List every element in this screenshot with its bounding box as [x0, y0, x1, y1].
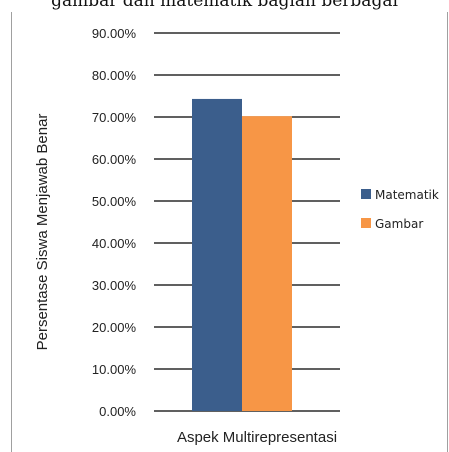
- y-tick-label: 40.00%: [92, 236, 137, 251]
- y-tick-label: 50.00%: [92, 194, 137, 209]
- x-axis-title: Aspek Multirepresentasi: [177, 429, 337, 446]
- y-tick-labels: 0.00% 10.00% 20.00% 30.00% 40.00% 50.00% 60.00…: [92, 26, 137, 419]
- legend-label-gambar: Gambar: [375, 217, 423, 231]
- y-tick-label: 90.00%: [92, 26, 137, 41]
- y-tick-label: 20.00%: [92, 320, 137, 335]
- y-tick-label: 0.00%: [99, 404, 136, 419]
- chart-frame: [11, 12, 448, 452]
- legend: Matematik Gambar: [361, 188, 439, 231]
- legend-swatch-matematik: [361, 189, 371, 199]
- bar-matematik: [192, 98, 242, 411]
- bars: [192, 98, 292, 411]
- y-tick-label: 80.00%: [92, 68, 137, 83]
- y-tick-label: 30.00%: [92, 278, 137, 293]
- top-caption: gambar dan matematik bagian berbagai: [51, 0, 398, 11]
- y-tick-label: 70.00%: [92, 110, 137, 125]
- bar-gambar: [242, 116, 292, 411]
- y-axis-title: Persentase Siswa Menjawab Benar: [34, 114, 51, 351]
- y-tick-label: 10.00%: [92, 362, 137, 377]
- y-tick-label: 60.00%: [92, 152, 137, 167]
- legend-label-matematik: Matematik: [375, 188, 439, 202]
- legend-swatch-gambar: [361, 218, 371, 228]
